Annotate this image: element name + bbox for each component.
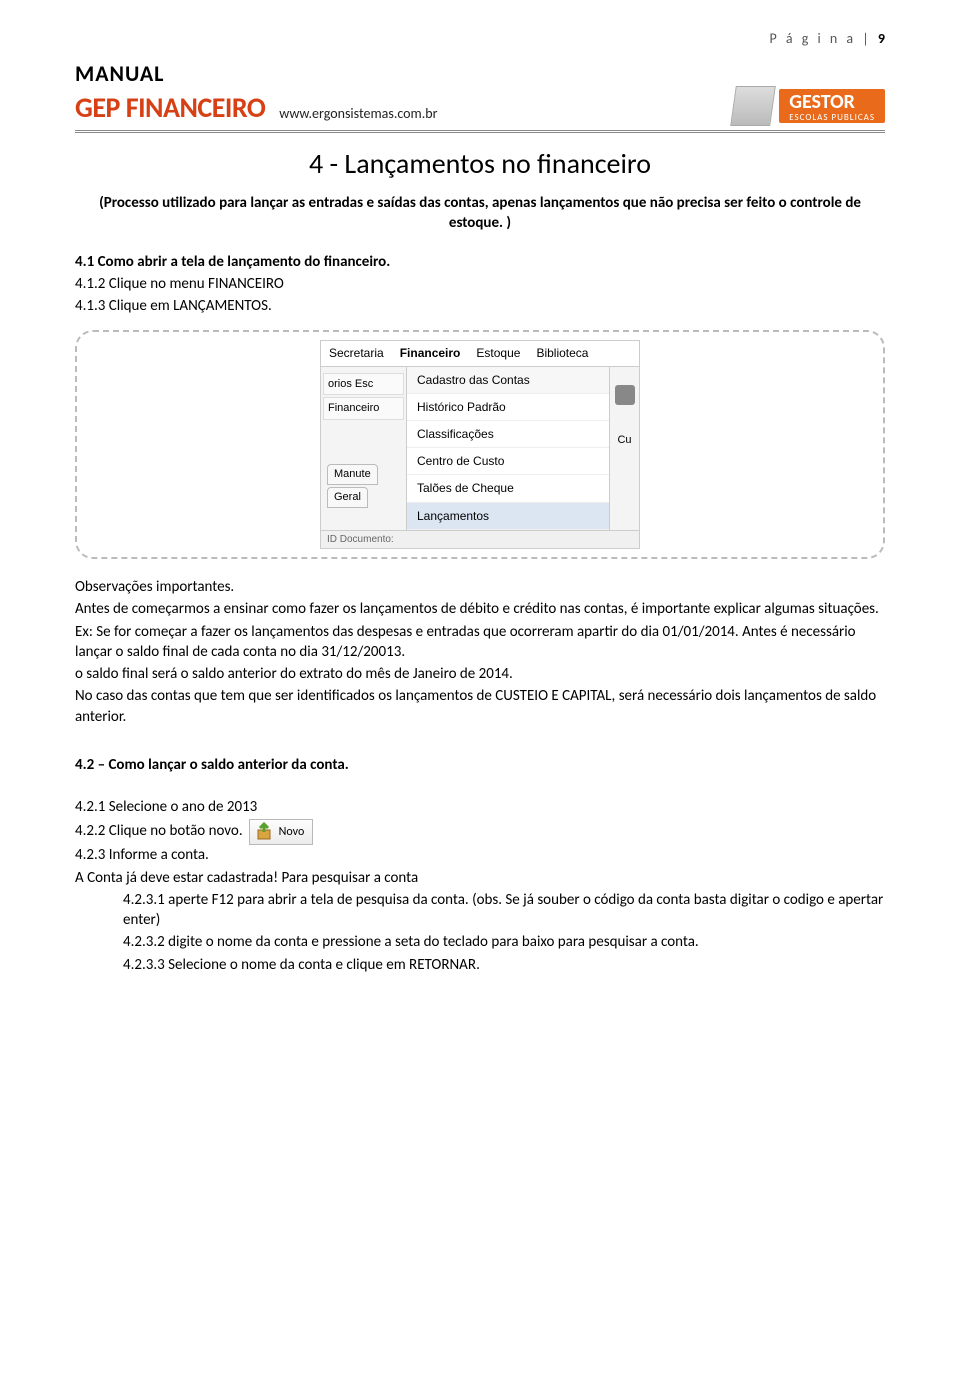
menu-item-historico[interactable]: Histórico Padrão bbox=[407, 394, 609, 421]
novo-icon bbox=[254, 822, 274, 842]
gestor-badge: GESTOR ESCOLAS PUBLICAS bbox=[779, 89, 885, 123]
app-left-panel: orios Esc Financeiro Manute Geral bbox=[321, 367, 407, 530]
menu-item-cadastro-contas[interactable]: Cadastro das Contas bbox=[407, 367, 609, 394]
product-name: GEP FINANCEIRO bbox=[75, 89, 265, 127]
obs-p1: Antes de começarmos a ensinar como fazer… bbox=[75, 599, 885, 619]
section-title: 4 - Lançamentos no financeiro bbox=[75, 145, 885, 183]
page-number: P á g i n a | 9 bbox=[75, 30, 885, 49]
tab-geral[interactable]: Geral bbox=[327, 487, 368, 508]
left-row-financeiro: Financeiro bbox=[323, 397, 404, 420]
obs-p3: o saldo final será o saldo anterior do e… bbox=[75, 664, 885, 684]
app-right-icons: Cu bbox=[609, 367, 639, 530]
app-statusbar: ID Documento: bbox=[321, 530, 639, 549]
screenshot-frame: Secretaria Financeiro Estoque Biblioteca… bbox=[75, 330, 885, 559]
step-4-2-3-2: 4.2.3.2 digite o nome da conta e pressio… bbox=[75, 932, 885, 952]
page-label: P á g i n a bbox=[769, 30, 856, 47]
step-4-2-3-1: 4.2.3.1 aperte F12 para abrir a tela de … bbox=[75, 890, 885, 931]
section-subtitle: (Processo utilizado para lançar as entra… bbox=[75, 193, 885, 234]
observations-block: Observações importantes. Antes de começa… bbox=[75, 577, 885, 727]
menu-item-lancamentos[interactable]: Lançamentos bbox=[407, 503, 609, 530]
gestor-logo: GESTOR ESCOLAS PUBLICAS bbox=[733, 86, 885, 126]
section-4-2-title: 4.2 – Como lançar o saldo anterior da co… bbox=[75, 755, 885, 775]
app-screenshot: Secretaria Financeiro Estoque Biblioteca… bbox=[320, 340, 640, 549]
steps-4-2: 4.2.1 Selecione o ano de 2013 4.2.2 Cliq… bbox=[75, 797, 885, 975]
step-4-1-2: 4.1.2 Clique no menu FINANCEIRO bbox=[75, 274, 885, 294]
menu-biblioteca[interactable]: Biblioteca bbox=[528, 341, 596, 365]
app-dropdown-menu: Cadastro das Contas Histórico Padrão Cla… bbox=[407, 367, 609, 530]
step-4-2-1: 4.2.1 Selecione o ano de 2013 bbox=[75, 797, 885, 817]
step-4-1-3: 4.1.3 Clique em LANÇAMENTOS. bbox=[75, 296, 885, 316]
menu-item-classificacoes[interactable]: Classificações bbox=[407, 421, 609, 448]
tab-manute[interactable]: Manute bbox=[327, 464, 378, 485]
menu-item-centro-custo[interactable]: Centro de Custo bbox=[407, 448, 609, 475]
step-4-2-3: 4.2.3 Informe a conta. bbox=[75, 845, 885, 865]
product-title-block: MANUAL GEP FINANCEIRO bbox=[75, 59, 265, 126]
step-4-2-3-3: 4.2.3.3 Selecione o nome da conta e cliq… bbox=[75, 955, 885, 975]
menu-item-taloes[interactable]: Talões de Cheque bbox=[407, 475, 609, 502]
novo-label: Novo bbox=[279, 824, 305, 840]
app-topmenu: Secretaria Financeiro Estoque Biblioteca bbox=[321, 341, 639, 366]
page-number-value: 9 bbox=[878, 30, 885, 47]
menu-estoque[interactable]: Estoque bbox=[468, 341, 528, 365]
obs-p4: No caso das contas que tem que ser ident… bbox=[75, 686, 885, 727]
novo-button[interactable]: Novo bbox=[249, 819, 314, 845]
step-4-1: 4.1 Como abrir a tela de lançamento do f… bbox=[75, 252, 885, 272]
left-row-esc: orios Esc bbox=[323, 373, 404, 396]
obs-title: Observações importantes. bbox=[75, 577, 885, 597]
gestor-text: GESTOR bbox=[789, 92, 855, 112]
obs-p2: Ex: Se for começar a fazer os lançamento… bbox=[75, 622, 885, 663]
toolbar-icon bbox=[615, 385, 635, 405]
website-url: www.ergonsistemas.com.br bbox=[279, 105, 437, 124]
manual-label: MANUAL bbox=[75, 59, 265, 89]
document-header: MANUAL GEP FINANCEIRO www.ergonsistemas.… bbox=[75, 59, 885, 133]
gestor-subtitle: ESCOLAS PUBLICAS bbox=[789, 113, 875, 122]
menu-financeiro[interactable]: Financeiro bbox=[392, 341, 469, 365]
right-label: Cu bbox=[617, 433, 631, 448]
step-4-2-2: 4.2.2 Clique no botão novo. bbox=[75, 821, 243, 841]
step-4-2-3-warning: A Conta já deve estar cadastrada! Para p… bbox=[75, 868, 885, 888]
menu-secretaria[interactable]: Secretaria bbox=[321, 341, 392, 365]
book-icon bbox=[730, 86, 776, 126]
